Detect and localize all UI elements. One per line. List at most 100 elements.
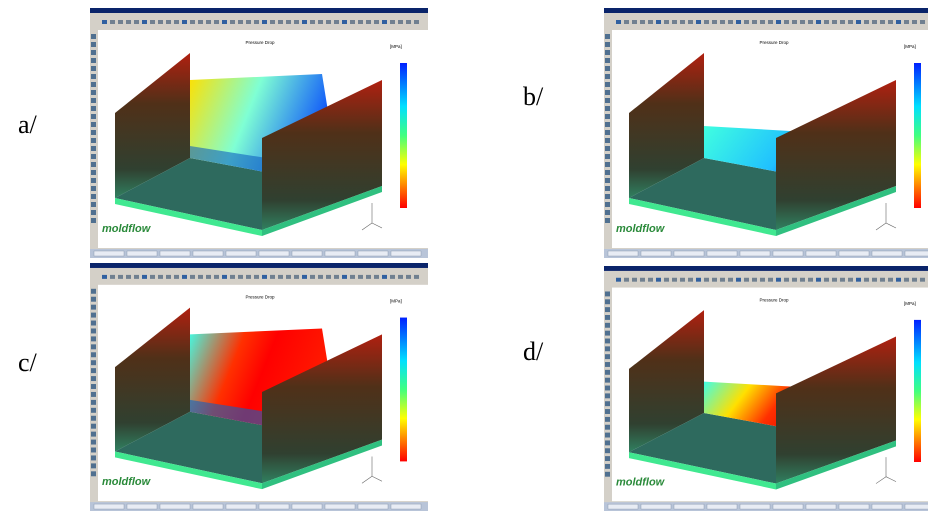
side-icon (605, 354, 610, 359)
side-icon (605, 425, 610, 430)
toolbar-icon (632, 20, 637, 24)
toolbar-icon (254, 275, 259, 279)
toolbar-icon (158, 20, 163, 24)
toolbar-icon (414, 275, 419, 279)
toolbar-icon (110, 275, 115, 279)
toolbar-icon (126, 275, 131, 279)
side-icon (605, 194, 610, 199)
task-button (259, 504, 289, 509)
title-bar (604, 8, 928, 13)
toolbar-icon (102, 275, 107, 279)
toolbar-icon (150, 275, 155, 279)
task-button (160, 504, 190, 509)
toolbar-icon (190, 275, 195, 279)
toolbar-icon (110, 20, 115, 24)
task-button (94, 504, 124, 509)
toolbar-icon (318, 20, 323, 24)
toolbar-icon (896, 20, 901, 24)
app-window: Pressure Drop[MPa]moldflow (90, 8, 428, 258)
toolbar-icon (864, 20, 869, 24)
toolbar-icon (848, 278, 853, 282)
toolbar-icon (696, 278, 701, 282)
toolbar-icon (720, 20, 725, 24)
side-icon (605, 448, 610, 453)
side-icon (91, 368, 96, 373)
task-button (872, 504, 902, 509)
toolbar-icon (848, 20, 853, 24)
toolbar-icon (768, 278, 773, 282)
side-icon (605, 50, 610, 55)
toolbar-icon (118, 275, 123, 279)
side-icon (605, 114, 610, 119)
toolbar-icon (406, 20, 411, 24)
side-icon (91, 432, 96, 437)
screenshot: Pressure Drop[MPa]moldflow (90, 263, 428, 511)
task-button (707, 504, 737, 509)
toolbar-icon (326, 275, 331, 279)
task-button (160, 251, 190, 256)
toolbar-icon (382, 20, 387, 24)
plot-title: Pressure Drop (245, 40, 275, 45)
side-icon (605, 218, 610, 223)
toolbar-icon (736, 20, 741, 24)
toolbar-icon (390, 20, 395, 24)
toolbar-icon (126, 20, 131, 24)
toolbar-icon (310, 20, 315, 24)
toolbar-icon (912, 20, 917, 24)
task-button (839, 504, 869, 509)
toolbar-icon (736, 278, 741, 282)
side-icon (605, 178, 610, 183)
toolbar-icon (816, 20, 821, 24)
toolbar-icon (382, 275, 387, 279)
toolbar-icon (118, 20, 123, 24)
toolbar-icon (664, 20, 669, 24)
toolbar-icon (102, 20, 107, 24)
toolbar-icon (696, 20, 701, 24)
toolbar-icon (166, 275, 171, 279)
task-button (325, 251, 355, 256)
side-icon (91, 138, 96, 143)
side-icon (605, 433, 610, 438)
task-button (94, 251, 124, 256)
toolbar-icon (286, 20, 291, 24)
app-window: Pressure Drop[MPa]moldflow (90, 263, 428, 511)
task-button (325, 504, 355, 509)
toolbar-icon (134, 20, 139, 24)
side-icon (91, 352, 96, 357)
toolbar-icon (214, 275, 219, 279)
toolbar-icon (720, 278, 725, 282)
side-icon (91, 416, 96, 421)
toolbar-icon (198, 275, 203, 279)
task-button (872, 251, 902, 256)
toolbar-icon (656, 20, 661, 24)
side-icon (605, 74, 610, 79)
toolbar-icon (334, 275, 339, 279)
side-icon (605, 162, 610, 167)
side-icon (91, 471, 96, 476)
toolbar-icon (656, 278, 661, 282)
task-button (193, 251, 223, 256)
toolbar-icon (222, 275, 227, 279)
side-icon (605, 210, 610, 215)
page: a/Pressure Drop[MPa]moldflowb/Pressure D… (0, 0, 928, 511)
toolbar-icon (904, 278, 909, 282)
side-icon (605, 393, 610, 398)
side-icon (91, 218, 96, 223)
side-icon (605, 106, 610, 111)
toolbar-icon (816, 278, 821, 282)
unit-label: [MPa] (390, 299, 402, 304)
toolbar-icon (688, 278, 693, 282)
toolbar-icon (246, 275, 251, 279)
unit-label: [MPa] (904, 301, 916, 306)
title-bar (604, 266, 928, 271)
toolbar-icon (350, 275, 355, 279)
side-icon (605, 66, 610, 71)
side-icon (91, 408, 96, 413)
toolbar-icon (624, 20, 629, 24)
side-icon (91, 178, 96, 183)
side-icon (91, 74, 96, 79)
color-bar (914, 63, 921, 208)
task-button (226, 504, 256, 509)
toolbar-icon (640, 278, 645, 282)
logo: moldflow (102, 223, 152, 235)
